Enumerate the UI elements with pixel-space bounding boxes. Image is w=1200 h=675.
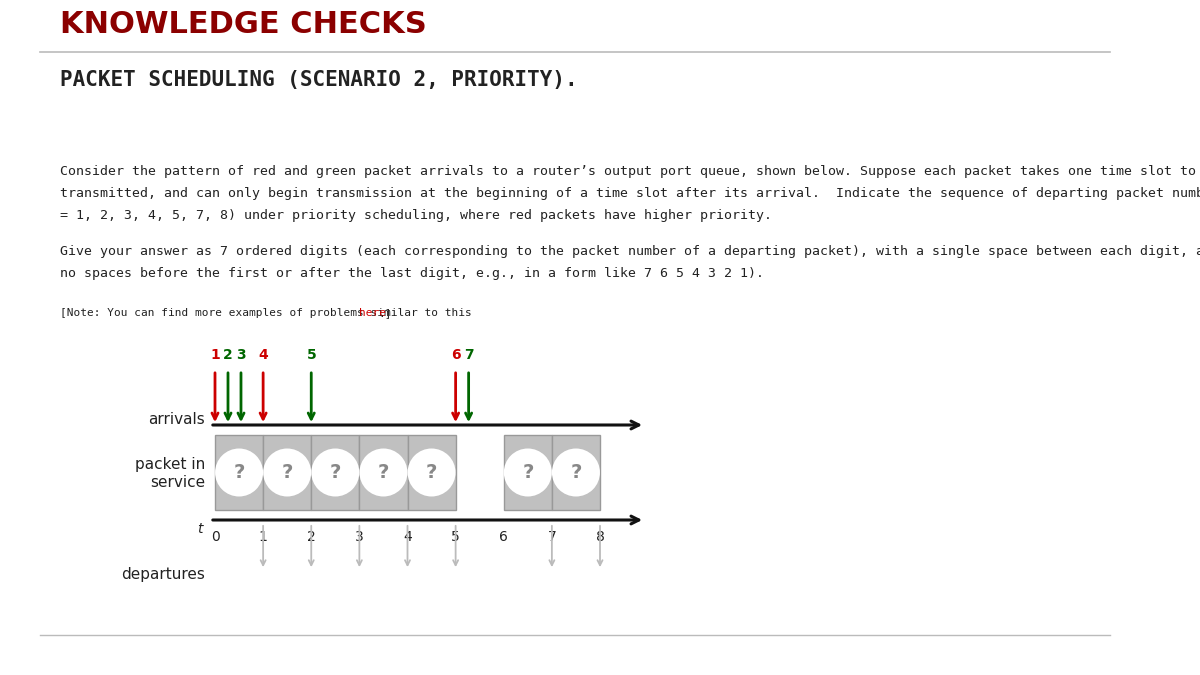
- Text: 4: 4: [258, 348, 268, 362]
- Text: .]: .]: [378, 308, 391, 318]
- Text: here: here: [359, 308, 386, 318]
- Text: 2: 2: [223, 348, 233, 362]
- Bar: [408, 435, 456, 510]
- Circle shape: [552, 448, 600, 497]
- Text: 5: 5: [306, 348, 316, 362]
- Text: 7: 7: [464, 348, 474, 362]
- Circle shape: [408, 448, 456, 497]
- Text: Give your answer as 7 ordered digits (each corresponding to the packet number of: Give your answer as 7 ordered digits (ea…: [60, 245, 1200, 258]
- Circle shape: [263, 448, 311, 497]
- Text: arrivals: arrivals: [149, 412, 205, 427]
- Bar: [215, 435, 263, 510]
- Text: ?: ?: [426, 463, 437, 482]
- Text: transmitted, and can only begin transmission at the beginning of a time slot aft: transmitted, and can only begin transmis…: [60, 187, 1200, 200]
- Text: ?: ?: [282, 463, 293, 482]
- Text: 6: 6: [499, 530, 508, 544]
- Bar: [552, 435, 600, 510]
- Text: 0: 0: [211, 530, 220, 544]
- Circle shape: [504, 448, 552, 497]
- Text: packet in: packet in: [134, 457, 205, 472]
- Text: 8: 8: [595, 530, 605, 544]
- Circle shape: [311, 448, 359, 497]
- Text: ?: ?: [233, 463, 245, 482]
- Text: = 1, 2, 3, 4, 5, 7, 8) under priority scheduling, where red packets have higher : = 1, 2, 3, 4, 5, 7, 8) under priority sc…: [60, 209, 772, 222]
- Circle shape: [215, 448, 263, 497]
- Text: ?: ?: [330, 463, 341, 482]
- Text: service: service: [150, 475, 205, 490]
- Text: ?: ?: [522, 463, 534, 482]
- Text: PACKET SCHEDULING (SCENARIO 2, PRIORITY).: PACKET SCHEDULING (SCENARIO 2, PRIORITY)…: [60, 70, 577, 90]
- Text: ?: ?: [378, 463, 389, 482]
- Bar: [263, 435, 311, 510]
- Text: t: t: [198, 522, 203, 536]
- Text: 2: 2: [307, 530, 316, 544]
- Circle shape: [360, 448, 408, 497]
- Text: Consider the pattern of red and green packet arrivals to a router’s output port : Consider the pattern of red and green pa…: [60, 165, 1200, 178]
- Bar: [504, 435, 552, 510]
- Text: 6: 6: [451, 348, 461, 362]
- Bar: [359, 435, 408, 510]
- Text: ?: ?: [570, 463, 582, 482]
- Text: 5: 5: [451, 530, 460, 544]
- Text: no spaces before the first or after the last digit, e.g., in a form like 7 6 5 4: no spaces before the first or after the …: [60, 267, 764, 280]
- Text: departures: departures: [121, 568, 205, 583]
- Text: 1: 1: [259, 530, 268, 544]
- Text: [Note: You can find more examples of problems similar to this: [Note: You can find more examples of pro…: [60, 308, 479, 318]
- Text: 7: 7: [547, 530, 557, 544]
- Text: 1: 1: [210, 348, 220, 362]
- Text: 3: 3: [355, 530, 364, 544]
- Text: 4: 4: [403, 530, 412, 544]
- Text: 3: 3: [236, 348, 246, 362]
- Bar: [311, 435, 359, 510]
- Text: KNOWLEDGE CHECKS: KNOWLEDGE CHECKS: [60, 10, 427, 39]
